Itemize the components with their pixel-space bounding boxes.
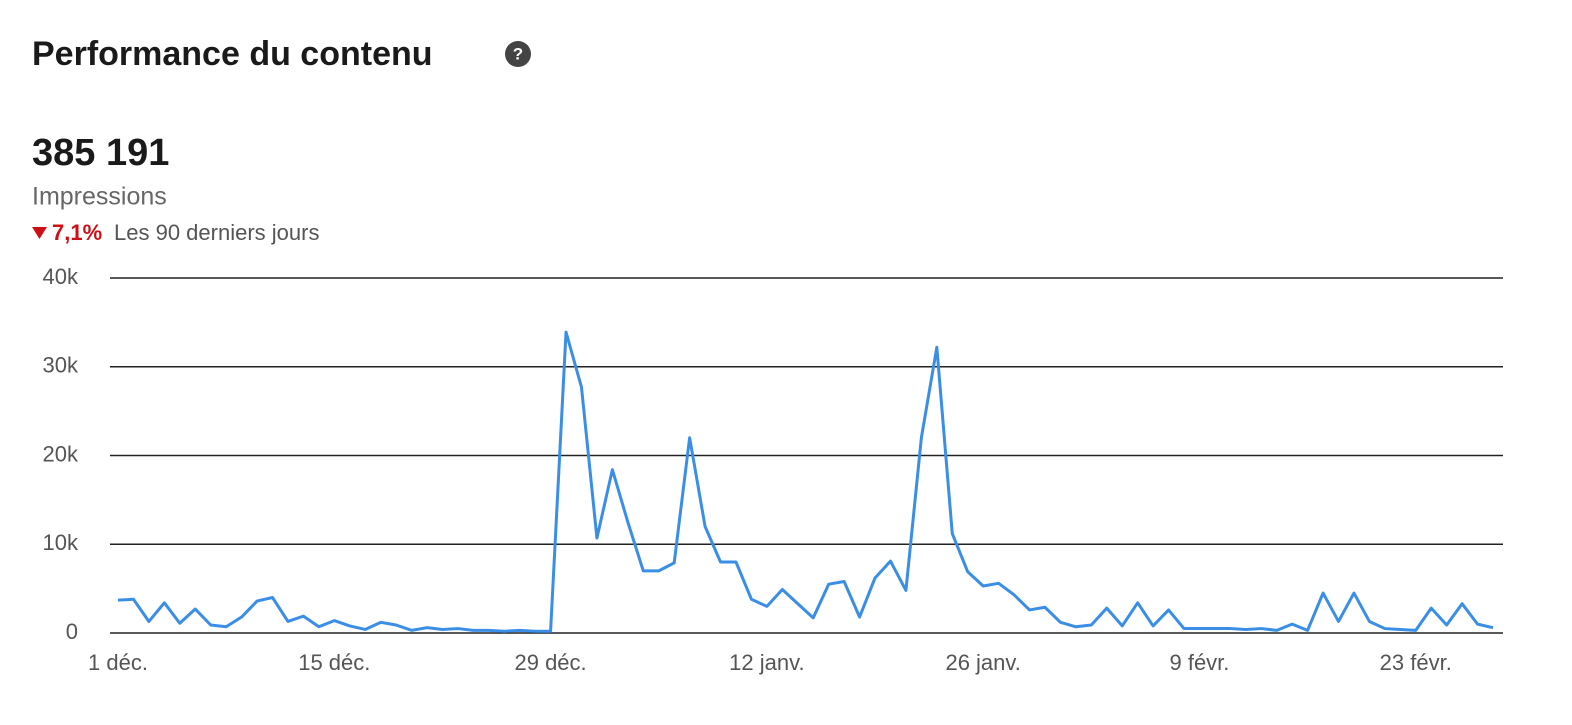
y-tick-label: 0 <box>66 619 78 644</box>
line <box>117 330 1494 633</box>
title: Performance du contenu <box>32 35 433 73</box>
x-tick-label: 26 janv. <box>945 650 1020 675</box>
x-tick-label: 29 déc. <box>514 650 586 675</box>
x-tick-label: 9 févr. <box>1169 650 1229 675</box>
period: Les 90 derniers jours <box>114 220 319 245</box>
metric: Impressions <box>32 183 167 211</box>
x-tick-label: 12 janv. <box>729 650 804 675</box>
y-tick-label: 10k <box>43 530 79 555</box>
y-tick-label: 20k <box>43 441 79 466</box>
down-arrow <box>32 227 47 239</box>
x-tick-label: 23 févr. <box>1380 650 1452 675</box>
help-icon[interactable]: ? <box>505 41 531 67</box>
total: 385 191 <box>32 132 169 174</box>
y-tick-label: 30k <box>43 353 79 378</box>
x-tick-label: 15 déc. <box>298 650 370 675</box>
svg-text:?: ? <box>513 44 523 63</box>
x-tick-label: 1 déc. <box>88 650 148 675</box>
y-tick-label: 40k <box>43 264 79 289</box>
change: 7,1% <box>52 220 102 245</box>
